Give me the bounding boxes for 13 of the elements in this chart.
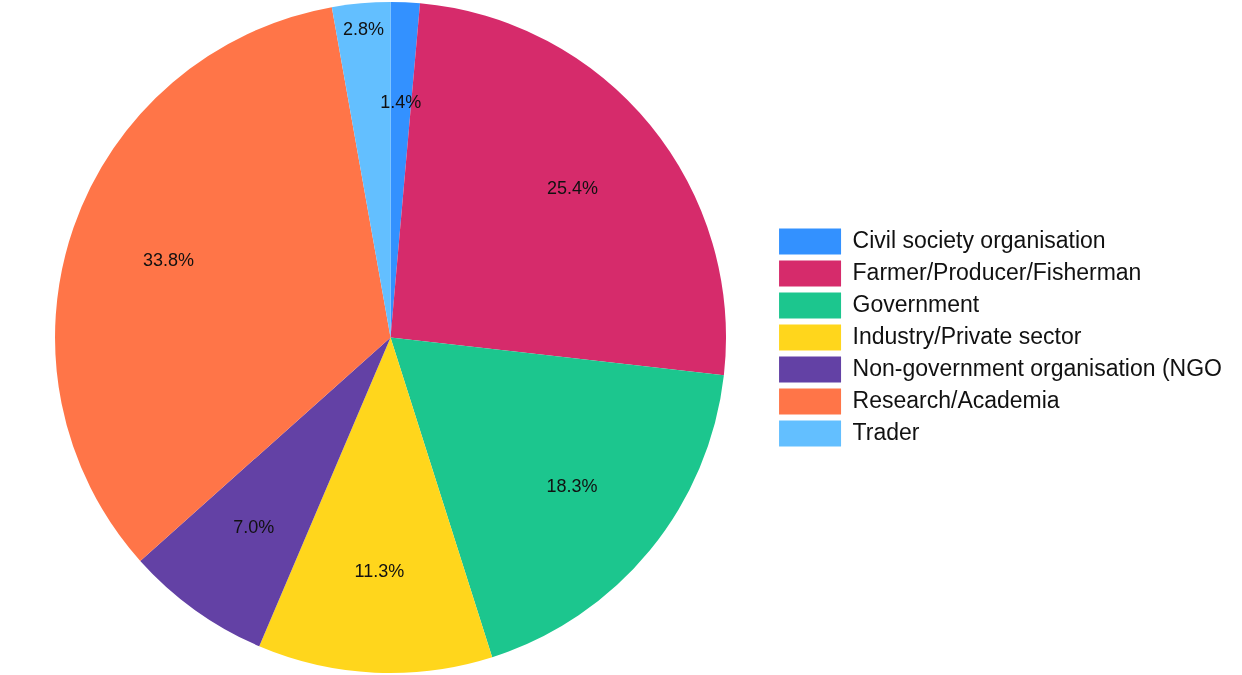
legend-label: Research/Academia	[852, 386, 1060, 413]
legend-label: Government	[852, 290, 980, 317]
data-label: 11.3%	[354, 561, 405, 582]
legend-label: Civil society organisation	[852, 226, 1106, 253]
legend-label: Farmer/Producer/Fisherman	[852, 258, 1142, 285]
legend-label: Non-government organisation (NGO	[852, 354, 1222, 381]
data-label: 33.8%	[143, 249, 195, 270]
legend-label: Trader	[852, 418, 920, 445]
data-label: 2.8%	[342, 19, 384, 39]
data-label: 18.3%	[546, 475, 598, 496]
data-label: 7.0%	[233, 517, 275, 538]
legend-label: Industry/Private sector	[852, 322, 1082, 349]
data-label: 25.4%	[546, 177, 598, 198]
